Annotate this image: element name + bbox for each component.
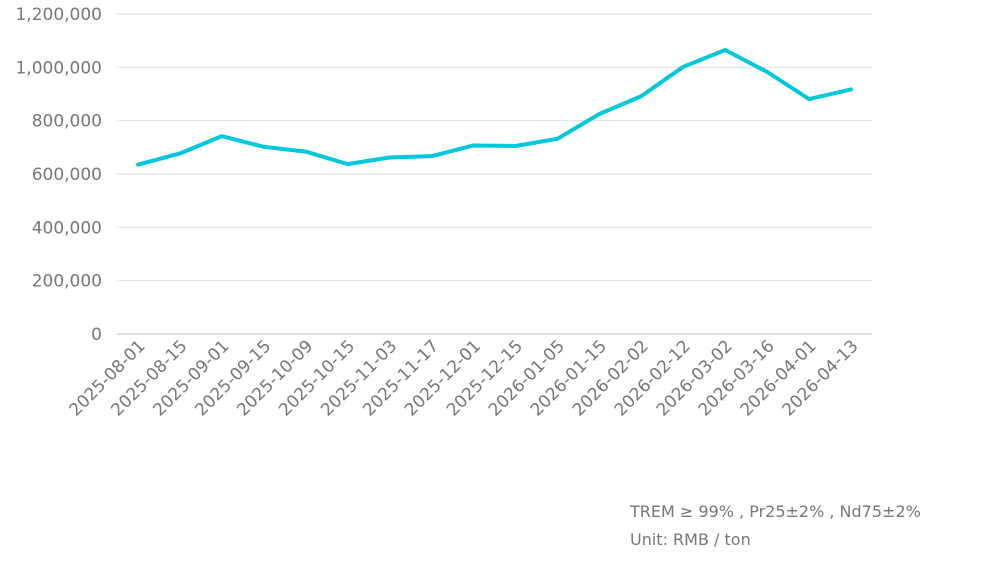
y-tick-label: 0	[91, 325, 102, 345]
unit-note: Unit: RMB / ton	[630, 530, 751, 549]
series-line	[135, 48, 854, 167]
y-tick-label: 200,000	[32, 272, 102, 292]
spec-note: TREM ≥ 99% , Pr25±2% , Nd75±2%	[630, 502, 921, 521]
y-tick-label: 400,000	[32, 218, 102, 238]
y-tick-label: 1,000,000	[15, 58, 102, 78]
y-tick-label: 1,200,000	[15, 5, 102, 25]
y-tick-label: 800,000	[32, 112, 102, 132]
y-tick-label: 600,000	[32, 165, 102, 185]
